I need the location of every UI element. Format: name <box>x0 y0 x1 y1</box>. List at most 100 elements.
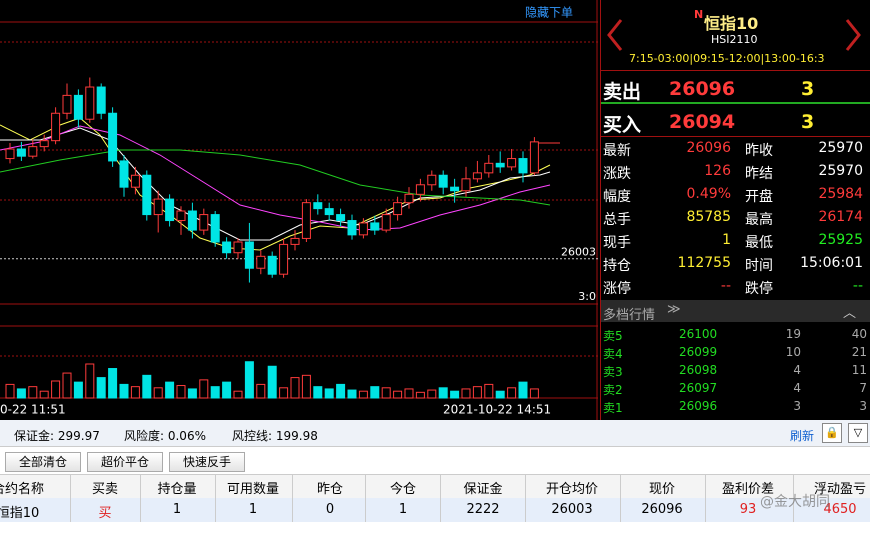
button[interactable]: 全部清仓 <box>5 452 81 472</box>
volume-bar <box>438 387 448 399</box>
end-time: 2021-10-22 14:51 <box>443 403 551 417</box>
depth-volume: 10 <box>785 345 801 359</box>
candle-body <box>518 158 528 174</box>
volume-bar <box>96 377 106 399</box>
stat-label: 涨跌 <box>603 166 631 182</box>
column-divider <box>70 475 71 522</box>
candle-body <box>62 94 72 114</box>
volume-bar <box>358 390 368 399</box>
volume-bar <box>336 383 346 399</box>
stat-label: 最低 <box>745 235 773 251</box>
depth-level: 卖2 <box>603 383 623 397</box>
corner-label: 3:0 <box>578 290 596 303</box>
cell: 0 <box>325 502 335 517</box>
cell: 4650 <box>823 502 857 517</box>
stat-value: 85785 <box>686 209 731 225</box>
volume-bar <box>233 390 243 399</box>
cell: 93 <box>739 502 757 517</box>
candle-body <box>324 208 334 216</box>
stat-label: 总手 <box>603 212 631 228</box>
stat-value: 0.49% <box>686 186 731 202</box>
account-bar <box>0 420 870 447</box>
depth-volume: 3 <box>793 399 801 413</box>
stat-label: 跌停 <box>745 281 773 297</box>
column-divider <box>440 475 441 522</box>
hide-order[interactable]: 隐藏下单 <box>525 6 573 20</box>
candle-body <box>222 241 232 254</box>
volume-bar <box>73 381 83 399</box>
candle-body <box>472 172 482 180</box>
depth-total: 21 <box>851 345 867 359</box>
candle-body <box>404 193 414 204</box>
candle-body <box>176 210 186 222</box>
table-row[interactable] <box>0 498 870 522</box>
depth-level: 卖1 <box>603 401 623 415</box>
volume-bar <box>199 379 209 399</box>
volume-bar <box>495 390 505 399</box>
candle-body <box>461 178 471 192</box>
stat-value: 26174 <box>818 209 863 225</box>
refresh[interactable]: 刷新 <box>790 429 815 443</box>
stat-value: 1 <box>722 232 731 248</box>
candle-body <box>415 184 425 195</box>
candle-body <box>85 86 95 120</box>
volume-bar <box>404 388 414 399</box>
candle-body <box>313 202 323 210</box>
stat-label: 最新 <box>603 143 631 159</box>
column-divider <box>705 475 706 522</box>
stat-label: 时间 <box>745 258 773 274</box>
stat-label: 昨收 <box>745 143 773 159</box>
volume-bar <box>165 381 175 399</box>
stat-label: 幅度 <box>603 189 631 205</box>
volume-bar <box>142 374 152 399</box>
volume-bar <box>484 383 494 399</box>
depth-volume: 19 <box>785 327 801 341</box>
risk: 风险度: 0.06% <box>124 429 206 443</box>
sell-qty: 3 <box>801 78 815 100</box>
column-header: 持仓量 <box>157 482 197 497</box>
depth-volume: 4 <box>793 381 801 395</box>
candle-body <box>153 198 163 216</box>
candle-body <box>244 241 254 269</box>
margin: 保证金: 299.97 <box>14 429 100 443</box>
stat-label: 持仓 <box>603 258 631 274</box>
depth-level: 卖5 <box>603 329 623 343</box>
column-divider <box>215 475 216 522</box>
button[interactable]: 超价平仓 <box>87 452 163 472</box>
depth-total: 11 <box>851 363 867 377</box>
stat-value: 15:06:01 <box>800 255 863 271</box>
cell: 26096 <box>641 502 683 517</box>
stat-label: 涨停 <box>603 281 631 297</box>
candle-body <box>336 214 346 222</box>
column-header: 可用数量 <box>226 482 280 497</box>
volume-bar <box>472 386 482 399</box>
volume-bar <box>51 380 61 399</box>
collapse-button[interactable]: ▽ <box>848 423 868 443</box>
stat-label: 现手 <box>603 235 631 251</box>
column-header: 昨仓 <box>316 482 344 497</box>
depth-header <box>601 300 870 322</box>
candle-body <box>5 148 15 160</box>
volume-bar <box>222 381 232 399</box>
button[interactable]: 快速反手 <box>169 452 245 472</box>
depth-title[interactable]: 多档行情 <box>603 308 656 323</box>
lock-button[interactable]: 🔒 <box>822 423 842 443</box>
candle-body <box>165 198 175 222</box>
column-header: 合约名称 <box>0 482 45 497</box>
stat-value: 25925 <box>818 232 863 248</box>
candle-body <box>28 146 38 157</box>
candle-body <box>438 174 448 188</box>
volume-bar <box>267 365 277 399</box>
column-header: 买卖 <box>91 482 119 497</box>
volume-bar <box>16 388 26 399</box>
volume-bar <box>28 386 38 399</box>
stat-label: 最高 <box>745 212 773 228</box>
stat-value: 126 <box>704 163 731 179</box>
buy-label: 买入 <box>603 114 642 136</box>
candle-body <box>267 255 277 275</box>
candle-body <box>290 237 300 245</box>
depth-level: 卖4 <box>603 347 623 361</box>
candle-body <box>301 202 311 239</box>
candle-body <box>256 255 266 269</box>
volume-bar <box>450 390 460 399</box>
